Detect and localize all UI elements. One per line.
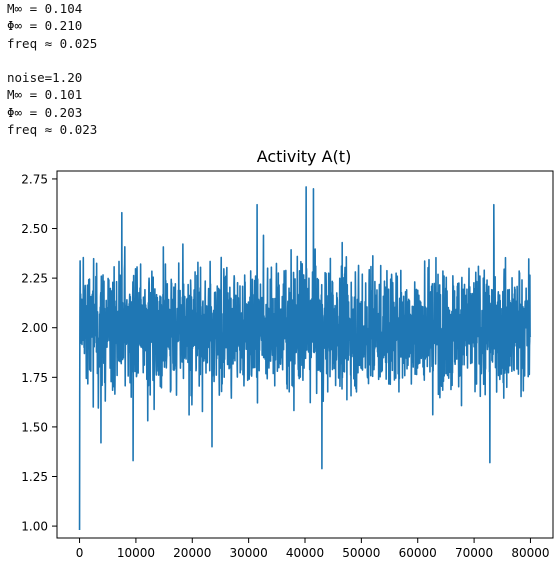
x-tick-label: 0 xyxy=(76,546,84,560)
x-tick-label: 70000 xyxy=(455,546,493,560)
console-line: freq ≈ 0.025 xyxy=(7,35,98,51)
x-tick-label: 40000 xyxy=(286,546,324,560)
x-tick-label: 20000 xyxy=(173,546,211,560)
y-tick-label: 2.25 xyxy=(21,272,48,286)
x-tick-label: 50000 xyxy=(342,546,380,560)
x-tick-label: 10000 xyxy=(117,546,155,560)
x-tick-label: 80000 xyxy=(511,546,549,560)
y-tick-label: 1.00 xyxy=(21,520,48,534)
chart-title: Activity A(t) xyxy=(257,147,352,166)
series-line xyxy=(78,186,532,531)
console-line: M∞ = 0.101 xyxy=(7,87,83,103)
console-line: M∞ = 0.104 xyxy=(7,1,83,16)
y-tick-label: 1.25 xyxy=(21,470,48,484)
y-tick-label: 2.00 xyxy=(21,321,48,335)
plot-area xyxy=(78,186,532,531)
console-output: M∞ = 0.104 Φ∞ = 0.210 freq ≈ 0.025 noise… xyxy=(7,0,97,138)
x-tick-label: 30000 xyxy=(230,546,268,560)
console-line: Φ∞ = 0.203 xyxy=(7,104,83,120)
y-tick-label: 1.75 xyxy=(21,371,48,385)
y-tick-label: 2.50 xyxy=(21,222,48,236)
console-line: freq ≈ 0.023 xyxy=(7,122,98,138)
console-line: Φ∞ = 0.210 xyxy=(7,18,83,34)
axes: 0 10000 20000 30000 40000 50000 60000 70000 8000… xyxy=(21,170,554,560)
y-tick-label: 1.50 xyxy=(21,420,48,434)
y-tick-label: 2.75 xyxy=(21,172,48,186)
x-tick-label: 60000 xyxy=(399,546,437,560)
console-line: noise=1.20 xyxy=(7,70,83,86)
